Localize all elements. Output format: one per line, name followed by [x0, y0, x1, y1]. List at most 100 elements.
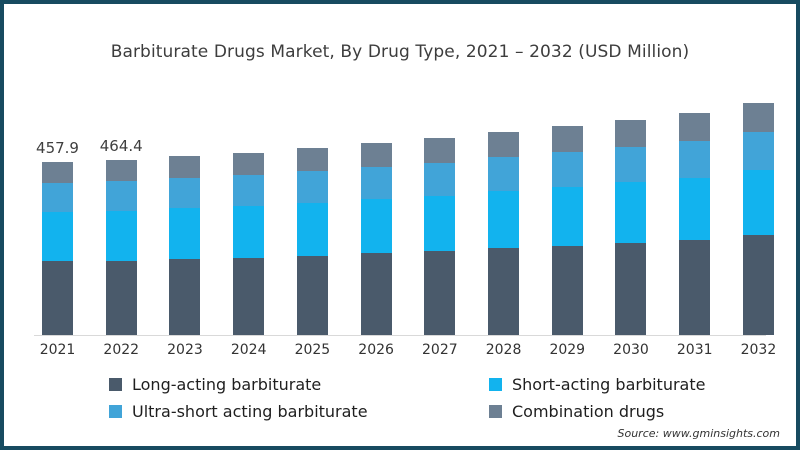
bar-segment [679, 240, 711, 335]
bar-segment [296, 171, 328, 203]
bar-segment [169, 259, 201, 335]
bar-segment [615, 182, 647, 243]
bar-value-label: 457.9 [36, 139, 79, 158]
bar-segment [488, 157, 520, 192]
bar-segment [679, 141, 711, 178]
x-tick-label: 2031 [676, 342, 713, 358]
legend-swatch-icon [109, 377, 122, 391]
bar-segment [169, 208, 201, 260]
legend-item: Combination drugs [489, 401, 756, 421]
x-tick-2030: 2030 [613, 342, 649, 358]
x-tick-label: 2024 [230, 342, 267, 358]
bar-segment [742, 132, 774, 170]
x-tick-2028: 2028 [485, 342, 522, 358]
bar-segment [42, 182, 73, 213]
bar-segment [488, 191, 520, 249]
bar-segment [233, 257, 265, 335]
bar-2023 [169, 94, 201, 335]
bar-segment [296, 148, 328, 172]
x-tick-label: 2028 [485, 342, 522, 358]
bar-2021: 457.9 [36, 94, 79, 335]
legend-swatch-icon [489, 404, 502, 418]
x-tick-2021: 2021 [39, 342, 76, 358]
legend-label: Ultra-short acting barbiturate [132, 401, 368, 421]
bar-segment [233, 152, 265, 176]
x-tick-label: 2032 [740, 342, 777, 358]
bar-segment [551, 186, 583, 246]
bar-segment [360, 253, 392, 335]
plot-area: 457.9 464.4 [36, 94, 774, 335]
x-tick-2022: 2022 [103, 342, 140, 358]
bar-segment [679, 177, 711, 241]
bar-segment [360, 199, 392, 254]
x-tick-label: 2026 [358, 342, 394, 358]
x-tick-2027: 2027 [422, 342, 458, 358]
x-axis-line [34, 335, 766, 336]
bar-2028 [488, 94, 520, 335]
bar-segment [360, 166, 392, 200]
bar-segment [233, 205, 265, 258]
bar-segment [105, 181, 137, 212]
bar-segment [742, 169, 774, 235]
bar-segment [615, 146, 647, 183]
bar-segment [488, 248, 520, 335]
bar-segment [679, 113, 711, 142]
bar-segment [424, 162, 456, 196]
bar-segment [360, 143, 392, 167]
x-tick-2025: 2025 [294, 342, 331, 358]
bar-segment [296, 202, 328, 256]
bar-segment [233, 175, 265, 206]
bar-segment [615, 242, 647, 335]
bar-segment [105, 159, 137, 182]
legend-label: Long-acting barbiturate [132, 374, 322, 394]
legend-label: Short-acting barbiturate [512, 374, 706, 394]
x-tick-label: 2025 [294, 342, 331, 358]
x-tick-label: 2023 [167, 342, 203, 358]
bar-segment [551, 126, 583, 152]
bar-segment [424, 195, 456, 252]
bar-segment [105, 211, 137, 261]
bar-2026 [360, 94, 392, 335]
bar-segment [742, 103, 774, 133]
bar-segment [615, 119, 647, 147]
bar-segment [424, 138, 456, 163]
bar-2025 [296, 94, 328, 335]
bar-segment [169, 156, 201, 179]
bar-segment [551, 151, 583, 187]
legend-swatch-icon [489, 377, 502, 391]
x-tick-2026: 2026 [358, 342, 394, 358]
bar-segment [105, 260, 137, 335]
bar-segment [42, 212, 73, 262]
legend-swatch-icon [109, 404, 122, 418]
legend-item: Short-acting barbiturate [489, 374, 756, 394]
x-axis-labels: 2021 2022 2023 2024 2025 2026 2027 2028 2029 2030… [39, 342, 777, 358]
legend-item: Long-acting barbiturate [109, 374, 489, 394]
bar-segment [42, 261, 73, 335]
bar-value-label: 464.4 [99, 136, 143, 155]
bar-2032 [742, 94, 774, 335]
x-tick-2031: 2031 [676, 342, 713, 358]
bar-segment [169, 178, 201, 209]
bar-2024 [233, 94, 265, 335]
bar-segment [551, 245, 583, 335]
bar-segment [488, 132, 520, 158]
x-tick-2029: 2029 [549, 342, 586, 358]
x-tick-2023: 2023 [167, 342, 203, 358]
bar-segment [742, 234, 774, 335]
x-tick-label: 2030 [613, 342, 649, 358]
bar-2027 [424, 94, 456, 335]
x-tick-2032: 2032 [740, 342, 777, 358]
bar-2030 [615, 94, 647, 335]
x-tick-label: 2027 [422, 342, 458, 358]
bar-2022: 464.4 [100, 94, 143, 335]
x-tick-label: 2022 [103, 342, 140, 358]
x-tick-label: 2029 [549, 342, 586, 358]
chart-title: Barbiturate Drugs Market, By Drug Type, … [110, 42, 690, 62]
bar-segment [42, 162, 73, 183]
x-tick-label: 2021 [39, 342, 76, 358]
legend: Long-acting barbiturate Short-acting barb… [109, 374, 756, 421]
bar-segment [296, 255, 328, 335]
legend-label: Combination drugs [512, 401, 665, 421]
source-note: Source: www.gminsights.com [617, 427, 780, 440]
